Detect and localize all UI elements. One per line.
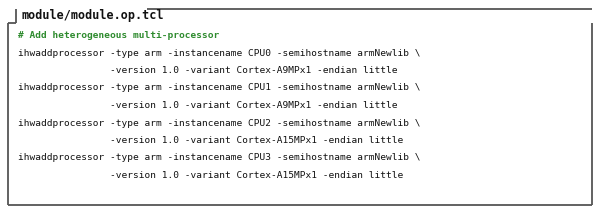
Text: # Add heterogeneous multi-processor: # Add heterogeneous multi-processor [18,31,219,40]
Text: module/module.op.tcl: module/module.op.tcl [21,9,163,22]
Text: -version 1.0 -variant Cortex-A15MPx1 -endian little: -version 1.0 -variant Cortex-A15MPx1 -en… [18,171,403,180]
Text: ihwaddprocessor -type arm -instancename CPU2 -semihostname armNewlib \: ihwaddprocessor -type arm -instancename … [18,118,421,127]
Text: ihwaddprocessor -type arm -instancename CPU1 -semihostname armNewlib \: ihwaddprocessor -type arm -instancename … [18,84,421,92]
Text: ihwaddprocessor -type arm -instancename CPU0 -semihostname armNewlib \: ihwaddprocessor -type arm -instancename … [18,49,421,58]
Text: ihwaddprocessor -type arm -instancename CPU3 -semihostname armNewlib \: ihwaddprocessor -type arm -instancename … [18,154,421,163]
Text: -version 1.0 -variant Cortex-A9MPx1 -endian little: -version 1.0 -variant Cortex-A9MPx1 -end… [18,101,398,110]
Text: -version 1.0 -variant Cortex-A9MPx1 -endian little: -version 1.0 -variant Cortex-A9MPx1 -end… [18,66,398,75]
Text: -version 1.0 -variant Cortex-A15MPx1 -endian little: -version 1.0 -variant Cortex-A15MPx1 -en… [18,136,403,145]
